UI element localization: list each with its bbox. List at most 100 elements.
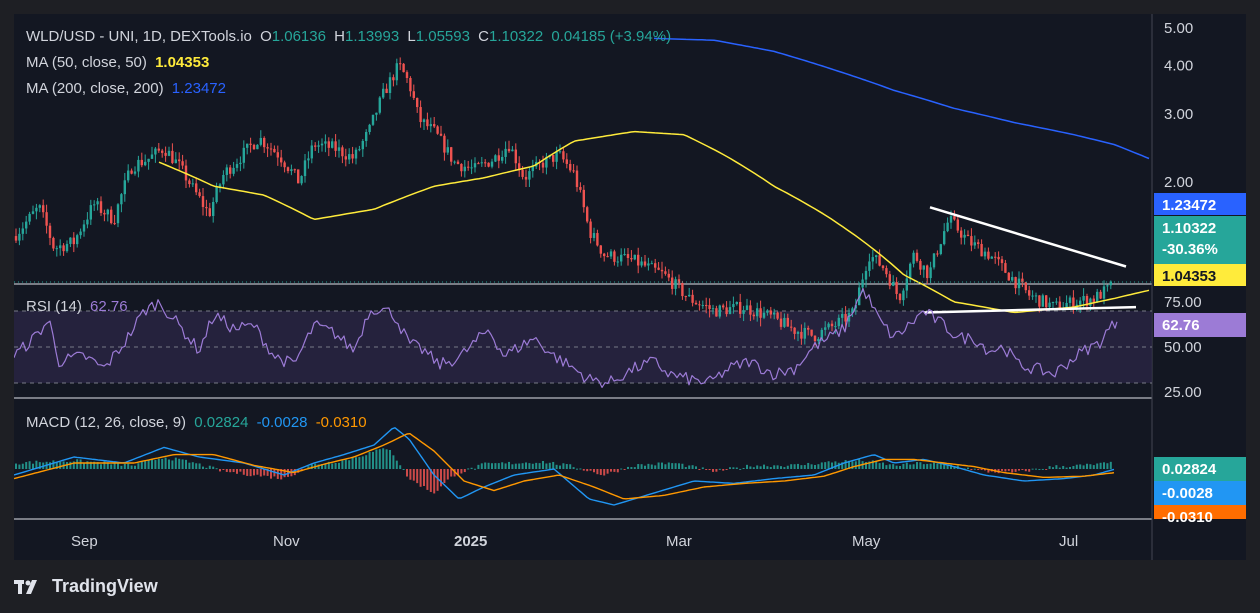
macd-hist-bar bbox=[365, 455, 368, 469]
candle-body bbox=[164, 152, 167, 156]
macd-hist-bar bbox=[310, 464, 313, 469]
candle-body bbox=[239, 162, 242, 165]
macd-hist-bar bbox=[749, 466, 752, 469]
macd-hist-bar bbox=[657, 462, 660, 469]
macd-hist-bar bbox=[599, 469, 602, 475]
macd-hist-bar bbox=[640, 464, 643, 469]
macd-line-badge-text: -0.0028 bbox=[1162, 485, 1213, 502]
candle-body bbox=[276, 152, 279, 158]
candle-body bbox=[215, 186, 218, 202]
price-tick-label: 2.00 bbox=[1164, 174, 1193, 191]
macd-hist-bar bbox=[191, 462, 194, 469]
macd-hist-bar bbox=[518, 463, 521, 469]
macd-hist-bar bbox=[559, 465, 561, 469]
macd-hist-bar bbox=[321, 464, 323, 469]
macd-hist-bar bbox=[32, 463, 34, 469]
candle-body bbox=[739, 301, 742, 314]
candle-body bbox=[426, 119, 429, 127]
macd-hist-bar bbox=[487, 462, 490, 469]
candle-body bbox=[769, 310, 772, 315]
macd-hist-bar bbox=[375, 449, 378, 469]
candle-body bbox=[514, 149, 517, 164]
candle-body bbox=[473, 163, 477, 168]
macd-hist-bar bbox=[494, 463, 497, 469]
ma50-label: MA (50, close, 50) bbox=[26, 54, 147, 71]
candle-body bbox=[1068, 297, 1072, 303]
macd-hist-bar bbox=[208, 465, 211, 469]
macd-hist-bar bbox=[331, 463, 334, 469]
macd-hist-bar bbox=[579, 468, 582, 470]
macd-hist-bar bbox=[93, 461, 96, 469]
macd-signal-badge-text: -0.0310 bbox=[1162, 509, 1213, 526]
candle-body bbox=[348, 154, 351, 160]
macd-hist-bar bbox=[939, 463, 942, 469]
macd-hist-bar bbox=[450, 469, 453, 477]
candle-body bbox=[868, 261, 871, 271]
macd-hist-bar bbox=[555, 464, 558, 469]
macd-hist-bar bbox=[841, 462, 844, 469]
macd-hist-bar bbox=[270, 469, 272, 479]
macd-hist-bar bbox=[1096, 463, 1099, 469]
candle-body bbox=[603, 253, 606, 257]
price-badge-text: 1.10322 bbox=[1162, 220, 1216, 237]
candle-body bbox=[35, 207, 38, 212]
macd-hist-bar bbox=[96, 462, 99, 469]
macd-hist-bar bbox=[1089, 464, 1092, 469]
candle-body bbox=[1048, 302, 1051, 308]
macd-hist-bar bbox=[276, 469, 279, 479]
macd-hist-bar bbox=[708, 469, 711, 470]
macd-hist-bar bbox=[899, 466, 901, 469]
high-value: 1.13993 bbox=[344, 28, 400, 45]
candle-body bbox=[487, 162, 490, 167]
candle-body bbox=[905, 278, 908, 291]
candle-body bbox=[657, 267, 660, 270]
candle-body bbox=[188, 180, 191, 185]
ma50-legend: MA (50, close, 50) 1.04353 bbox=[26, 54, 213, 71]
macd-hist-bar bbox=[525, 462, 527, 469]
candle-body bbox=[1024, 282, 1027, 291]
candle-body bbox=[773, 312, 776, 315]
macd-hist-bar bbox=[1041, 468, 1044, 470]
open-value: 1.06136 bbox=[271, 28, 326, 45]
candle-body bbox=[705, 305, 708, 307]
candle-body bbox=[888, 274, 891, 286]
macd-hist-bar bbox=[151, 458, 153, 469]
macd-hist-bar bbox=[317, 464, 320, 469]
macd-hist-bar bbox=[545, 463, 548, 469]
candle-body bbox=[463, 166, 466, 172]
candle-body bbox=[351, 154, 354, 159]
chart-panel[interactable]: 5.00 4.00 3.00 2.00 75.00 50.00 25.00 Sep Nov 202… bbox=[14, 14, 1246, 560]
macd-hist-bar bbox=[681, 463, 684, 469]
ma50-badge-bg bbox=[1154, 264, 1246, 286]
chart-canvas[interactable]: 5.00 4.00 3.00 2.00 75.00 50.00 25.00 Sep Nov 202… bbox=[14, 14, 1246, 560]
macd-hist-bar bbox=[103, 461, 106, 469]
candle-body bbox=[290, 169, 293, 172]
candle-body bbox=[1099, 291, 1102, 299]
candle-body bbox=[1082, 295, 1085, 301]
candle-body bbox=[711, 308, 715, 310]
candle-body bbox=[395, 63, 398, 81]
macd-hist-bar bbox=[511, 464, 514, 469]
candle-body bbox=[620, 254, 623, 262]
rsi-badge-text: 62.76 bbox=[1162, 317, 1200, 334]
macd-hist-bar bbox=[977, 469, 980, 470]
candle-body bbox=[123, 180, 126, 195]
candle-body bbox=[983, 251, 987, 257]
candle-body bbox=[409, 78, 412, 92]
macd-hist-bar bbox=[1024, 469, 1027, 472]
macd-signal-value: -0.0310 bbox=[315, 414, 367, 431]
macd-hist-bar bbox=[688, 465, 691, 469]
macd-hist-bar bbox=[477, 464, 480, 469]
macd-hist-bar bbox=[586, 469, 589, 472]
macd-hist-bar bbox=[382, 448, 385, 469]
candle-body bbox=[477, 163, 480, 165]
candle-body bbox=[484, 162, 487, 164]
macd-hist-bar bbox=[504, 463, 507, 469]
candle-body bbox=[161, 150, 164, 153]
macd-hist-bar bbox=[780, 466, 782, 469]
macd-hist-bar bbox=[644, 465, 646, 469]
macd-hist-bar bbox=[171, 460, 174, 469]
macd-hist-bar bbox=[355, 457, 357, 469]
macd-hist-bar bbox=[341, 460, 344, 469]
macd-hist-bar bbox=[1048, 466, 1051, 469]
